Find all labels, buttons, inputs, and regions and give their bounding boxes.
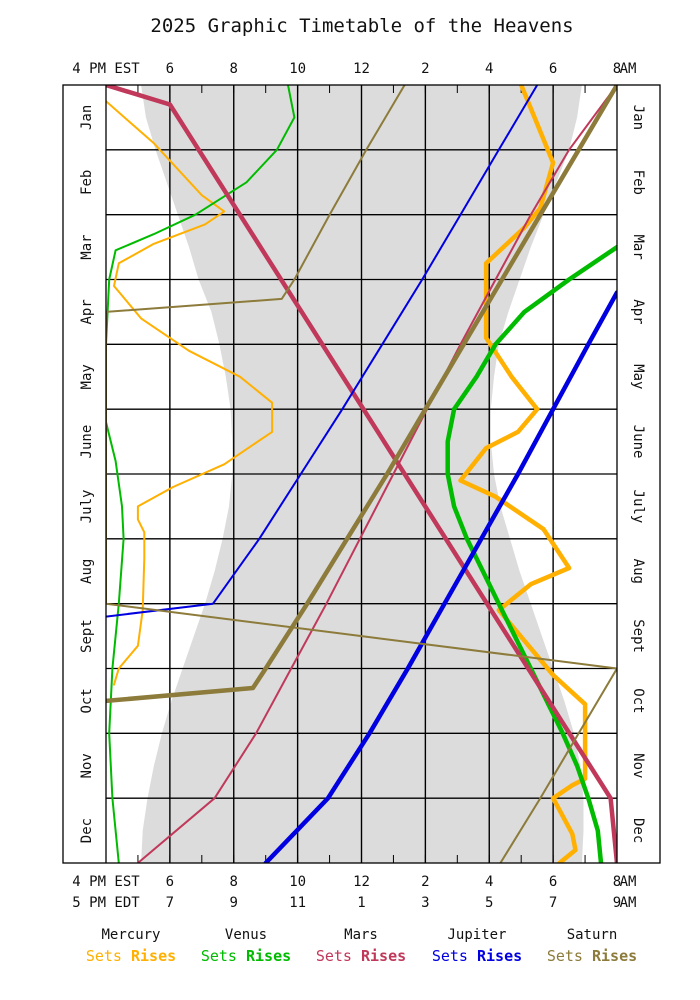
legend-entry: Sets Rises	[86, 947, 176, 965]
legend-entry: Sets Rises	[316, 947, 406, 965]
bottom-hour-label-edt: 7	[549, 895, 557, 911]
top-hour-label: 12	[353, 61, 370, 77]
month-label-left: Jan	[79, 105, 95, 130]
month-label-left: Nov	[79, 753, 95, 778]
month-label-right: Oct	[630, 688, 646, 713]
month-label-left: June	[79, 425, 95, 459]
chart-title: 2025 Graphic Timetable of the Heavens	[150, 15, 573, 37]
month-label-left: Aug	[79, 559, 95, 584]
mercury-sets-line	[106, 100, 274, 686]
month-label-right: Sept	[630, 619, 646, 653]
legend-sets-label: Sets	[86, 947, 131, 965]
bottom-hour-label-edt: 11	[289, 895, 306, 911]
month-label-right: Mar	[630, 234, 646, 259]
bottom-axis-prefix-edt: 5 PM EDT	[72, 895, 140, 911]
venus-sets-line	[106, 85, 296, 863]
jupiter-rises-line	[263, 290, 617, 863]
legend-rises-label: Rises	[246, 947, 291, 965]
month-label-left: Dec	[79, 818, 95, 843]
mars-rises-line	[106, 85, 617, 863]
bottom-axis-prefix-est: 4 PM EST	[72, 874, 140, 890]
jupiter-sets-line	[106, 85, 539, 618]
month-label-right: July	[630, 490, 646, 524]
legend-rises-label: Rises	[131, 947, 176, 965]
bottom-hour-label-edt: 3	[421, 895, 429, 911]
legend-entry: Sets Rises	[547, 947, 637, 965]
mercury-rises-line	[458, 85, 588, 863]
legend-planet-name: Mercury	[101, 927, 160, 943]
month-label-right: June	[630, 425, 646, 459]
legend-entry: Sets Rises	[201, 947, 291, 965]
bottom-hour-label-est: 8	[230, 874, 238, 890]
legend-sets-label: Sets	[316, 947, 361, 965]
month-label-left: Apr	[79, 299, 95, 324]
month-label-left: July	[79, 490, 95, 524]
bottom-hour-label-est: 10	[289, 874, 306, 890]
month-label-left: May	[79, 364, 95, 389]
top-hour-label: 4	[485, 61, 493, 77]
legend: Mercury Sets Rises Venus Sets Rises Mars Sets…	[86, 927, 637, 965]
bottom-axis-suffix-edt: AM	[620, 895, 637, 911]
mars-sets-line	[136, 85, 617, 863]
legend-planet-name: Saturn	[567, 927, 618, 943]
top-hour-label: 8	[613, 61, 621, 77]
axes: Jan Jan Feb Feb Mar Mar Apr Apr May May June June Ju…	[62, 61, 661, 911]
legend-planet-name: Mars	[344, 927, 378, 943]
month-label-right: Aug	[630, 559, 646, 584]
bottom-hour-label-est: 12	[353, 874, 370, 890]
top-hour-label: 6	[549, 61, 557, 77]
month-label-left: Mar	[79, 234, 95, 259]
bottom-hour-label-edt: 9	[230, 895, 238, 911]
legend-sets-label: Sets	[432, 947, 477, 965]
month-label-left: Feb	[79, 170, 95, 195]
bottom-hour-label-edt: 7	[166, 895, 174, 911]
legend-rises-label: Rises	[477, 947, 522, 965]
legend-rises-label: Rises	[592, 947, 637, 965]
saturn-sets-line	[106, 85, 617, 863]
outer-frame	[62, 84, 661, 864]
bottom-hour-label-est: 6	[549, 874, 557, 890]
month-label-right: Apr	[630, 299, 646, 324]
legend-entry: Sets Rises	[432, 947, 522, 965]
bottom-hour-label-edt: 9	[613, 895, 621, 911]
legend-rises-label: Rises	[361, 947, 406, 965]
top-hour-label: 8	[230, 61, 238, 77]
bottom-hour-label-est: 8	[613, 874, 621, 890]
plot-area	[106, 85, 617, 863]
saturn-rises-line	[106, 85, 617, 704]
bottom-hour-label-est: 4	[485, 874, 493, 890]
top-hour-label: 6	[166, 61, 174, 77]
month-label-right: Nov	[630, 753, 646, 778]
legend-sets-label: Sets	[201, 947, 246, 965]
top-hour-label: 2	[421, 61, 429, 77]
top-axis-prefix: 4 PM EST	[72, 61, 140, 77]
legend-sets-label: Sets	[547, 947, 592, 965]
bottom-hour-label-est: 2	[421, 874, 429, 890]
bottom-axis-suffix-est: AM	[620, 874, 637, 890]
bottom-hour-label-edt: 1	[357, 895, 365, 911]
month-label-right: May	[630, 364, 646, 389]
top-axis-suffix: AM	[620, 61, 637, 77]
month-label-left: Sept	[79, 619, 95, 653]
venus-rises-line	[445, 244, 617, 863]
legend-planet-name: Jupiter	[447, 927, 506, 943]
legend-planet-name: Venus	[225, 927, 267, 943]
month-label-right: Feb	[630, 170, 646, 195]
bottom-hour-label-edt: 5	[485, 895, 493, 911]
top-hour-label: 10	[289, 61, 306, 77]
month-label-right: Jan	[630, 105, 646, 130]
month-label-right: Dec	[630, 818, 646, 843]
bottom-hour-label-est: 6	[166, 874, 174, 890]
month-label-left: Oct	[79, 688, 95, 713]
